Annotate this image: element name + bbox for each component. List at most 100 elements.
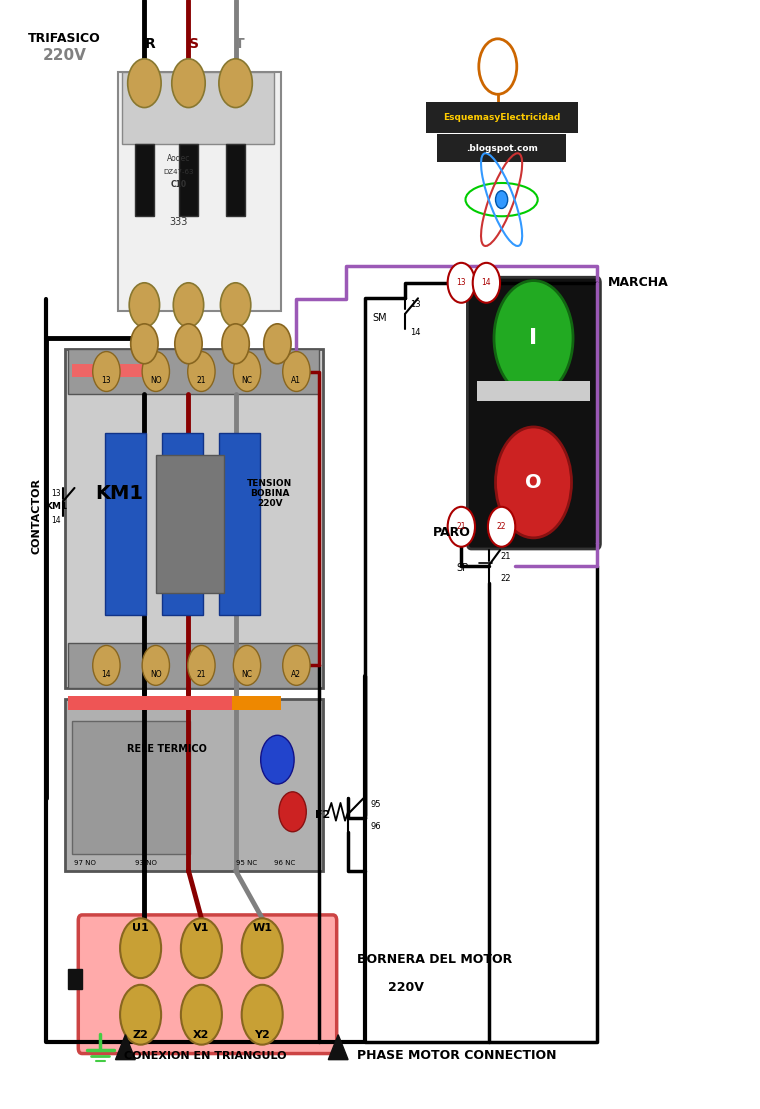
Circle shape bbox=[142, 352, 169, 391]
Circle shape bbox=[279, 792, 306, 832]
Text: 96 NC: 96 NC bbox=[274, 859, 295, 866]
Bar bbox=[426, 102, 578, 133]
Text: Z2: Z2 bbox=[133, 1029, 148, 1040]
Circle shape bbox=[142, 645, 169, 685]
Text: NC: NC bbox=[242, 376, 252, 385]
Text: KM1: KM1 bbox=[95, 484, 143, 503]
Circle shape bbox=[233, 645, 261, 685]
Text: I: I bbox=[530, 328, 537, 348]
Bar bbox=[68, 696, 232, 710]
Text: T: T bbox=[235, 38, 244, 51]
Bar bbox=[156, 455, 224, 593]
Text: SP: SP bbox=[456, 562, 468, 573]
Text: 220V: 220V bbox=[43, 48, 87, 63]
Text: 21: 21 bbox=[457, 522, 466, 531]
Text: O: O bbox=[525, 472, 542, 492]
Text: 13: 13 bbox=[410, 301, 421, 309]
Text: NO: NO bbox=[150, 670, 162, 679]
Text: W1: W1 bbox=[252, 923, 272, 934]
Text: A1: A1 bbox=[291, 376, 302, 385]
Circle shape bbox=[181, 918, 222, 978]
Bar bbox=[65, 349, 323, 688]
Circle shape bbox=[173, 283, 204, 327]
Text: 14: 14 bbox=[52, 516, 62, 525]
Text: V1: V1 bbox=[193, 923, 210, 934]
Text: MARCHA: MARCHA bbox=[608, 276, 669, 289]
Text: F2: F2 bbox=[315, 810, 331, 821]
Circle shape bbox=[131, 324, 158, 364]
FancyBboxPatch shape bbox=[78, 915, 337, 1054]
Circle shape bbox=[496, 191, 508, 208]
Text: 14: 14 bbox=[410, 328, 421, 337]
Text: 13: 13 bbox=[457, 278, 466, 287]
Text: BORNERA DEL MOTOR: BORNERA DEL MOTOR bbox=[357, 953, 512, 966]
Text: 333: 333 bbox=[169, 216, 188, 227]
Circle shape bbox=[188, 352, 215, 391]
Text: 95: 95 bbox=[371, 800, 382, 808]
Circle shape bbox=[181, 985, 222, 1045]
Text: C10: C10 bbox=[170, 180, 187, 189]
Text: PHASE MOTOR CONNECTION: PHASE MOTOR CONNECTION bbox=[357, 1049, 556, 1062]
Circle shape bbox=[128, 59, 161, 108]
Bar bbox=[179, 144, 198, 216]
Text: .blogspot.com: .blogspot.com bbox=[466, 144, 537, 153]
Text: 14: 14 bbox=[482, 278, 491, 287]
Circle shape bbox=[220, 283, 251, 327]
Text: 21: 21 bbox=[197, 670, 206, 679]
Text: CONTACTOR: CONTACTOR bbox=[31, 478, 42, 553]
Circle shape bbox=[494, 281, 573, 396]
Text: S: S bbox=[188, 38, 199, 51]
Text: KM1: KM1 bbox=[46, 502, 68, 511]
Circle shape bbox=[283, 352, 310, 391]
Bar bbox=[105, 433, 146, 615]
Text: R: R bbox=[145, 38, 156, 51]
FancyBboxPatch shape bbox=[467, 277, 600, 549]
Circle shape bbox=[219, 59, 252, 108]
Text: U1: U1 bbox=[132, 923, 149, 934]
Bar bbox=[68, 643, 319, 688]
Text: 21: 21 bbox=[197, 376, 206, 385]
Bar bbox=[226, 144, 245, 216]
Circle shape bbox=[473, 263, 500, 303]
Circle shape bbox=[93, 352, 120, 391]
Text: DZ47-63: DZ47-63 bbox=[163, 169, 194, 175]
Text: 220V: 220V bbox=[388, 980, 423, 994]
Text: TRIFASICO: TRIFASICO bbox=[28, 32, 101, 45]
Text: 13: 13 bbox=[102, 376, 111, 385]
Text: Aodec: Aodec bbox=[167, 154, 190, 163]
Text: PARO: PARO bbox=[433, 526, 471, 539]
Bar bbox=[122, 72, 274, 144]
Text: 93 NO: 93 NO bbox=[135, 859, 157, 866]
Text: TENSION
BOBINA
220V: TENSION BOBINA 220V bbox=[247, 479, 293, 508]
Text: EsquemasyElectricidad: EsquemasyElectricidad bbox=[443, 113, 560, 122]
Circle shape bbox=[129, 283, 160, 327]
Circle shape bbox=[283, 645, 310, 685]
Text: 97 NO: 97 NO bbox=[74, 859, 97, 866]
Circle shape bbox=[448, 263, 475, 303]
Text: X2: X2 bbox=[193, 1029, 210, 1040]
Text: CONEXION EN TRIANGULO: CONEXION EN TRIANGULO bbox=[124, 1050, 287, 1061]
Circle shape bbox=[222, 324, 249, 364]
Text: 21: 21 bbox=[500, 552, 511, 561]
Bar bbox=[232, 696, 281, 710]
Bar bbox=[219, 433, 260, 615]
Text: 96: 96 bbox=[371, 822, 382, 831]
Bar bbox=[162, 433, 203, 615]
Text: 22: 22 bbox=[500, 574, 511, 583]
Text: Y2: Y2 bbox=[255, 1029, 270, 1040]
Text: 13: 13 bbox=[52, 489, 62, 498]
Text: 95 NC: 95 NC bbox=[236, 859, 257, 866]
Circle shape bbox=[120, 985, 161, 1045]
Bar bbox=[72, 721, 190, 854]
Bar bbox=[72, 364, 156, 377]
Bar bbox=[477, 381, 590, 401]
Circle shape bbox=[496, 427, 572, 538]
Circle shape bbox=[172, 59, 205, 108]
Text: 14: 14 bbox=[102, 670, 111, 679]
Circle shape bbox=[120, 918, 161, 978]
Bar bbox=[68, 349, 319, 394]
Text: SM: SM bbox=[372, 313, 387, 324]
Circle shape bbox=[448, 507, 475, 547]
Bar bbox=[118, 72, 281, 311]
Circle shape bbox=[261, 735, 294, 784]
